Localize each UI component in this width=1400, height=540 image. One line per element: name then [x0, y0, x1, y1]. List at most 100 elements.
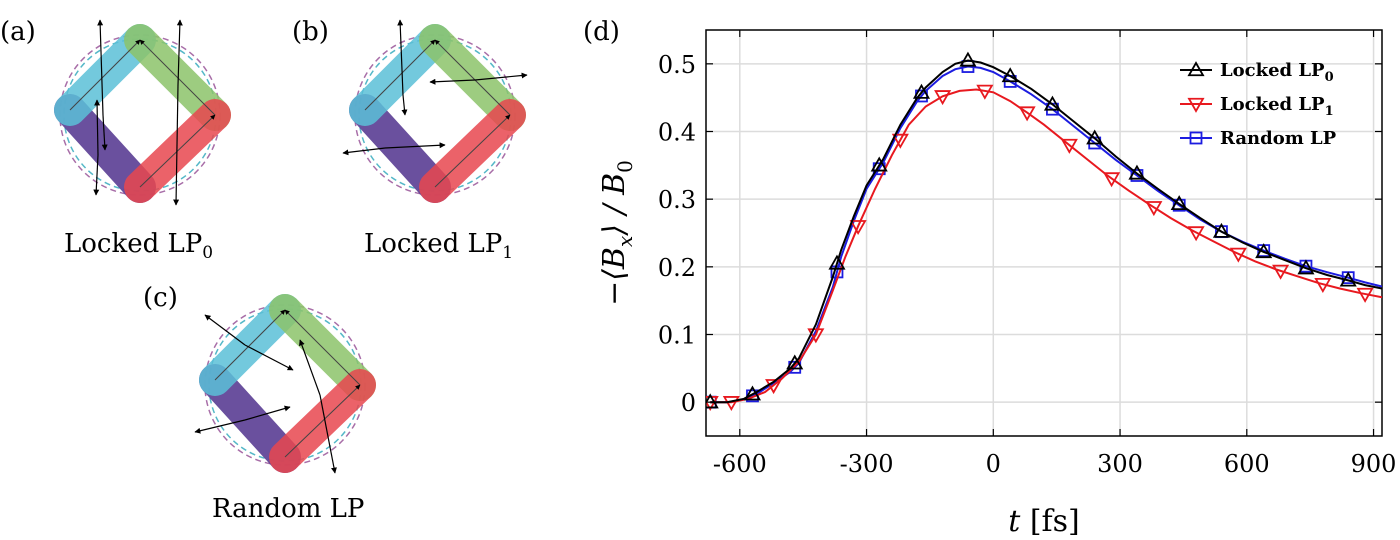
inner-arrow-green: [284, 309, 361, 386]
data-point: [870, 156, 888, 172]
polarization-arrow: [342, 147, 386, 156]
legend-label: Locked LP1: [1220, 94, 1334, 119]
legend-label: Random LP: [1220, 128, 1337, 149]
data-point: [891, 133, 909, 149]
inner-arrow-blue: [69, 39, 141, 111]
panel-a-label: (a): [0, 17, 36, 47]
y-tick-label: 0.1: [658, 322, 696, 350]
x-tick-label: -600: [713, 450, 767, 478]
polarization-arrow: [397, 19, 404, 96]
y-tick-label: 0.4: [658, 119, 696, 147]
ring-diagram-b: [342, 19, 528, 203]
polarization-arrow: [401, 94, 408, 116]
data-point: [1189, 131, 1203, 145]
polarization-arrow: [94, 99, 101, 156]
data-point: [1043, 95, 1062, 111]
panel-c-caption: Random LP: [212, 494, 364, 524]
inner-arrow-green: [139, 39, 216, 116]
inner-arrow-red: [284, 384, 361, 458]
inner-arrow-red: [434, 114, 511, 188]
data-point: [1314, 278, 1332, 293]
series-2: [706, 84, 1382, 411]
x-axis-label: t [fs]: [1008, 504, 1080, 539]
data-point: [1187, 226, 1205, 242]
polarization-arrow: [319, 394, 337, 474]
x-tick-label: 0: [986, 450, 1001, 478]
ring-diagram-a: [54, 19, 231, 206]
panel-b: (b) Locked LP1: [292, 17, 528, 263]
polarization-arrow: [97, 19, 104, 116]
y-tick-label: 0.3: [658, 186, 696, 214]
y-tick-label: 0: [681, 389, 696, 417]
data-point: [807, 328, 825, 344]
series-line: [710, 88, 1382, 404]
line-chart: -600 -300 0 300 600 900 0 0.1 0.2 0.3 0.4 0.5 t [fs]…: [597, 29, 1397, 539]
data-point: [959, 51, 977, 67]
data-point: [706, 393, 719, 409]
polarization-arrow: [173, 84, 180, 206]
data-point: [1103, 172, 1121, 188]
legend: Locked LP0 Locked LP1 Random LP: [1180, 60, 1337, 149]
data-point: [786, 354, 804, 370]
panel-b-caption: Locked LP1: [364, 229, 513, 263]
polarization-arrow: [204, 314, 246, 346]
ring-diagram-c: [194, 294, 376, 474]
x-tick-label: 900: [1351, 450, 1397, 478]
legend-label: Locked LP0: [1220, 60, 1334, 85]
data-point: [765, 379, 783, 395]
data-point: [1187, 97, 1205, 113]
polarization-arrow: [474, 72, 528, 81]
segment-purple: [349, 94, 451, 203]
x-tick-label: 300: [1097, 450, 1143, 478]
x-tick-label: 600: [1224, 450, 1270, 478]
polarization-arrow: [244, 405, 291, 421]
y-axis-label: −⟨Bx⟩ / B0: [597, 160, 637, 306]
series-line: [710, 59, 1382, 404]
series-1: [706, 51, 1382, 409]
data-point: [912, 83, 931, 99]
data-point: [849, 220, 867, 236]
data-point: [1060, 138, 1078, 154]
data-point: [1272, 264, 1290, 280]
polarization-arrow: [194, 419, 246, 434]
data-point: [1356, 287, 1374, 303]
inner-arrow-green: [434, 39, 511, 116]
panel-a: (a) Locked LP0: [0, 17, 231, 263]
data-point: [1229, 247, 1247, 263]
polarization-arrow: [429, 78, 476, 85]
plot-area: [706, 30, 1382, 436]
polarization-arrow: [93, 154, 100, 196]
polarization-arrow: [244, 344, 294, 371]
data-point: [1170, 195, 1188, 211]
data-point: [1086, 129, 1104, 145]
polarization-arrow: [176, 19, 183, 86]
data-point: [743, 385, 762, 401]
panel-d-label: (d): [583, 17, 620, 47]
y-tick-label: 0.2: [658, 254, 696, 282]
y-tick-label: 0.5: [658, 51, 696, 79]
panel-d: (d) -600 -300 0 300 600 900 0 0.1 0.2 0.3 0.4 0.5 t …: [583, 17, 1396, 539]
polarization-arrow: [101, 114, 108, 151]
data-point: [976, 84, 994, 100]
panel-c-label: (c): [143, 283, 178, 313]
data-point: [1255, 243, 1273, 259]
axes-frame: [705, 29, 1383, 437]
panel-a-caption: Locked LP0: [64, 229, 213, 263]
inner-arrow-blue: [214, 309, 286, 381]
polarization-arrow: [384, 142, 446, 149]
data-point: [1212, 222, 1231, 238]
data-point: [1128, 164, 1146, 180]
data-point: [1339, 271, 1357, 287]
panel-b-label: (b): [292, 17, 329, 47]
panel-c: (c) Random LP: [143, 283, 376, 524]
data-point: [1001, 67, 1019, 83]
data-point: [1187, 61, 1205, 77]
data-point: [828, 254, 846, 270]
data-point: [934, 90, 952, 106]
data-point: [1018, 106, 1036, 122]
polarization-arrow: [299, 339, 321, 396]
inner-arrow-blue: [364, 39, 436, 111]
data-point: [1297, 259, 1315, 275]
data-point: [1145, 201, 1163, 217]
